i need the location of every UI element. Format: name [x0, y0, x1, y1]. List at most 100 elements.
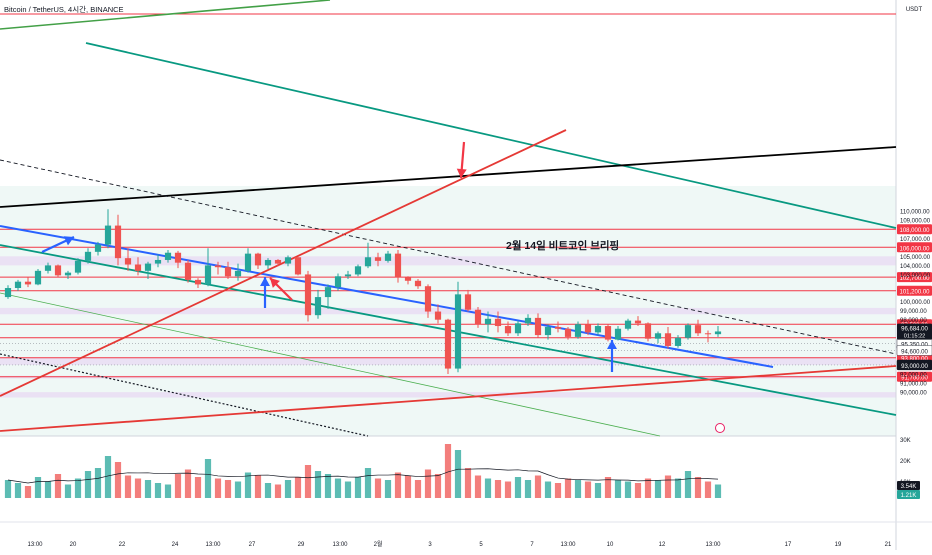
time-tick-label: 7 — [530, 542, 534, 548]
dashed-trendline — [0, 159, 897, 355]
volume-bar — [614, 480, 622, 498]
volume-bar — [44, 481, 52, 498]
price-tick-label: 104,000.00 — [900, 264, 931, 270]
volume-bar — [444, 444, 452, 498]
candle-body — [394, 253, 402, 278]
candle-body — [134, 264, 142, 271]
volume-bar — [454, 450, 462, 498]
volume-bar — [584, 481, 592, 498]
volume-bar — [224, 480, 232, 498]
green-resistance-trendline — [85, 42, 897, 229]
volume-bar — [674, 478, 682, 498]
volume-tick-label: 30K — [900, 438, 911, 444]
level-tag — [897, 224, 932, 235]
volume-bar — [624, 481, 632, 498]
level-tag — [897, 285, 932, 296]
candle-body — [714, 331, 722, 335]
volume-bar — [34, 477, 42, 498]
volume-bar — [184, 469, 192, 498]
volume-bar — [174, 474, 182, 498]
volume-bar — [494, 480, 502, 498]
price-band — [0, 392, 896, 398]
volume-bar — [294, 477, 302, 498]
volume-bar — [264, 483, 272, 498]
candle-body — [324, 287, 332, 298]
candle-body — [384, 253, 392, 261]
candle-body — [264, 259, 272, 266]
candle-body — [64, 272, 72, 276]
candle-body — [684, 325, 692, 338]
price-tick-label: 110,000.00 — [900, 210, 930, 216]
price-tick-label: 100,000.00 — [900, 300, 931, 306]
blue-arrow-up-head — [260, 277, 270, 286]
candle-body — [234, 270, 242, 277]
time-tick-label: 13:00 — [560, 542, 576, 548]
level-label: 91,700.00 — [901, 376, 928, 382]
volume-bar — [254, 475, 262, 498]
price-tick-label: 92,000.00 — [900, 373, 927, 379]
volume-bar — [654, 480, 662, 498]
currency-label: USDT — [906, 7, 923, 13]
candle-body — [44, 265, 52, 271]
volume-bar — [434, 474, 442, 498]
candle-body — [74, 260, 82, 273]
candle-body — [254, 253, 262, 266]
time-tick-label: 3 — [428, 542, 432, 548]
volume-bar — [74, 478, 82, 498]
volume-bar — [664, 475, 672, 498]
time-tick-label: 13:00 — [705, 542, 721, 548]
price-tick-label: 98,000.00 — [900, 318, 927, 324]
time-tick-label: 17 — [785, 542, 792, 548]
candle-body — [444, 319, 452, 369]
time-tick-label: 13:00 — [332, 542, 348, 548]
volume-bar — [554, 483, 562, 498]
volume-bar — [364, 468, 372, 498]
volume-bar — [684, 471, 692, 498]
volume-bar — [54, 474, 62, 498]
level-label: 106,000.00 — [899, 246, 930, 252]
volume-bar — [344, 481, 352, 498]
green-thin-trendline — [0, 292, 661, 437]
time-tick-label: 27 — [249, 542, 256, 548]
candle-body — [284, 257, 292, 264]
black-trendline — [0, 146, 897, 208]
candle-body — [614, 328, 622, 340]
candle-body — [154, 259, 162, 264]
candle-body — [114, 225, 122, 259]
candle-body — [4, 288, 12, 298]
volume-bar — [474, 475, 482, 498]
current-price-label: 96,684.00 — [901, 327, 928, 333]
time-tick-label: 21 — [885, 542, 892, 548]
volume-bar — [324, 474, 332, 498]
candle-body — [654, 333, 662, 339]
candle-body — [644, 323, 652, 339]
volume-bar — [524, 480, 532, 498]
volume-bar — [594, 483, 602, 498]
price-tick-label: 109,000.00 — [900, 219, 931, 225]
level-tag — [897, 242, 932, 253]
candle-body — [574, 324, 582, 337]
current-price-tag — [897, 323, 932, 340]
candle-body — [474, 309, 482, 325]
volume-bar — [414, 480, 422, 498]
time-tick-label: 20 — [70, 542, 77, 548]
level-tag — [897, 272, 932, 283]
level-label: 93,800.00 — [901, 357, 928, 363]
volume-bar — [644, 478, 652, 498]
candle-body — [634, 320, 642, 324]
candle-body — [14, 281, 22, 289]
blue-arrow-left-head — [63, 236, 74, 246]
price-tick-label: 90,000.00 — [900, 391, 927, 397]
time-tick-label: 5 — [479, 542, 483, 548]
gray-level-tag — [896, 345, 932, 356]
candle-body — [524, 317, 532, 324]
candle-body — [184, 262, 192, 280]
candle-body — [374, 257, 382, 261]
volume-bar — [24, 486, 32, 498]
candle-body — [544, 326, 552, 336]
candle-body — [504, 326, 512, 334]
volume-bar — [4, 480, 12, 498]
volume-bar — [84, 471, 92, 498]
red-arrow-bounce-head — [270, 278, 280, 288]
